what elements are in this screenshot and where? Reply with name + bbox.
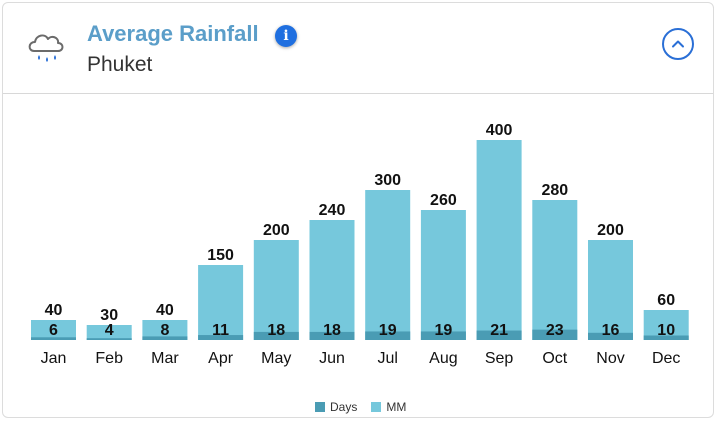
collapse-button[interactable] [662,28,694,60]
mm-value-label: 240 [319,202,346,219]
days-value-label: 4 [105,322,114,339]
mm-value-label: 280 [541,182,568,199]
bar-days-apr[interactable] [198,335,244,340]
x-tick-label: Mar [151,350,179,367]
legend-item-mm[interactable]: MM [371,400,406,414]
mm-value-label: 150 [207,247,234,264]
bar-days-mar[interactable] [142,336,188,340]
card-title: Average Rainfall [87,21,259,46]
days-value-label: 11 [212,322,229,339]
bar-days-aug[interactable] [420,331,466,340]
bar-mm-may[interactable] [253,240,299,340]
mm-value-label: 30 [100,307,118,324]
x-tick-label: Apr [208,350,234,367]
bar-mm-aug[interactable] [420,210,466,340]
bar-mm-jan[interactable] [31,320,76,340]
x-tick-label: Jul [377,350,397,367]
mm-value-label: 40 [156,302,174,319]
mm-value-label: 40 [45,302,63,319]
legend-swatch-mm [371,402,382,412]
bar-days-sep[interactable] [476,330,522,340]
x-tick-label: Aug [429,350,457,367]
mm-value-label: 200 [263,222,290,239]
mm-value-label: 300 [374,172,401,189]
mm-value-label: 200 [597,222,624,239]
days-value-label: 19 [379,322,397,339]
location-name: Phuket [87,53,153,76]
bar-days-may[interactable] [253,331,299,340]
days-value-label: 18 [267,322,285,339]
x-tick-label: Jan [41,350,67,367]
x-tick-label: May [261,350,291,367]
mm-value-label: 60 [657,292,675,309]
legend-swatch-days [315,402,325,412]
bar-days-dec[interactable] [643,335,689,341]
bar-mm-apr[interactable] [198,265,244,340]
legend-label-mm: MM [386,400,407,414]
info-icon[interactable]: i [275,25,297,47]
chevron-up-icon [672,40,684,48]
days-value-label: 23 [546,322,564,339]
x-tick-label: Jun [319,350,345,367]
legend-item-days[interactable]: Days [315,400,357,414]
bar-days-nov[interactable] [588,332,633,340]
x-tick-label: Oct [542,350,567,367]
bar-days-jul[interactable] [365,331,411,340]
bar-days-jan[interactable] [31,337,76,340]
days-value-label: 18 [323,322,341,339]
bar-mm-sep[interactable] [476,140,522,340]
rainfall-chart: 40 6 Jan 304 Feb 40 8 Mar 150 11 Apr 200 18 May 240 18 J… [31,122,689,367]
bar-mm-feb[interactable] [86,325,132,340]
bar-days-jun[interactable] [309,331,355,340]
bar-mm-nov[interactable] [588,240,633,340]
mm-value-label: 260 [430,192,457,209]
mm-value-label: 400 [486,122,513,139]
x-tick-label: Dec [652,350,680,367]
bar-mm-dec[interactable] [643,310,689,340]
card-header: Average Rainfall Phuket i [3,3,713,94]
days-value-label: 19 [435,322,453,339]
days-value-label: 21 [490,322,508,339]
rain-cloud-icon [28,34,64,62]
bar-mm-jun[interactable] [309,220,355,340]
bar-mm-oct[interactable] [532,200,578,340]
legend-label-days: Days [330,400,358,414]
bar-days-oct[interactable] [532,329,578,340]
bar-days-feb[interactable] [86,338,132,340]
x-tick-label: Nov [596,350,624,367]
days-value-label: 6 [49,322,58,339]
days-value-label: 8 [160,322,169,339]
bar-mm-jul[interactable] [365,190,411,340]
x-tick-label: Feb [95,350,123,367]
days-value-label: 16 [602,322,620,339]
x-tick-label: Sep [485,350,514,367]
chart-legend: Days MM [315,400,420,414]
bar-mm-mar[interactable] [142,320,188,340]
rainfall-card: Average Rainfall Phuket i 40 6 Jan 30 4 Feb 40… [2,2,714,418]
days-value-label: 10 [657,322,675,339]
